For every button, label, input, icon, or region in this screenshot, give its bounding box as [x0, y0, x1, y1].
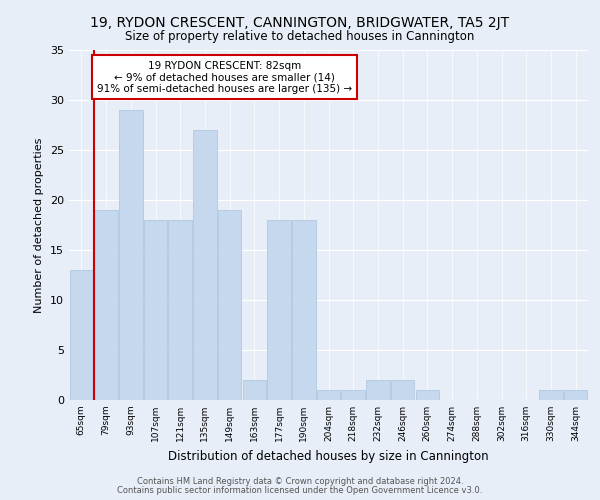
Bar [416, 390, 439, 400]
Bar [317, 390, 340, 400]
Bar [292, 220, 316, 400]
Text: Contains HM Land Registry data © Crown copyright and database right 2024.: Contains HM Land Registry data © Crown c… [137, 478, 463, 486]
Bar [144, 220, 167, 400]
Bar [268, 220, 291, 400]
Text: Contains public sector information licensed under the Open Government Licence v3: Contains public sector information licen… [118, 486, 482, 495]
Bar [242, 380, 266, 400]
X-axis label: Distribution of detached houses by size in Cannington: Distribution of detached houses by size … [168, 450, 489, 462]
Bar [564, 390, 587, 400]
Y-axis label: Number of detached properties: Number of detached properties [34, 138, 44, 312]
Bar [70, 270, 93, 400]
Bar [169, 220, 192, 400]
Bar [218, 210, 241, 400]
Bar [119, 110, 143, 400]
Text: 19 RYDON CRESCENT: 82sqm
← 9% of detached houses are smaller (14)
91% of semi-de: 19 RYDON CRESCENT: 82sqm ← 9% of detache… [97, 60, 352, 94]
Text: Size of property relative to detached houses in Cannington: Size of property relative to detached ho… [125, 30, 475, 43]
Bar [193, 130, 217, 400]
Bar [391, 380, 415, 400]
Bar [341, 390, 365, 400]
Bar [94, 210, 118, 400]
Bar [539, 390, 563, 400]
Bar [366, 380, 389, 400]
Text: 19, RYDON CRESCENT, CANNINGTON, BRIDGWATER, TA5 2JT: 19, RYDON CRESCENT, CANNINGTON, BRIDGWAT… [91, 16, 509, 30]
